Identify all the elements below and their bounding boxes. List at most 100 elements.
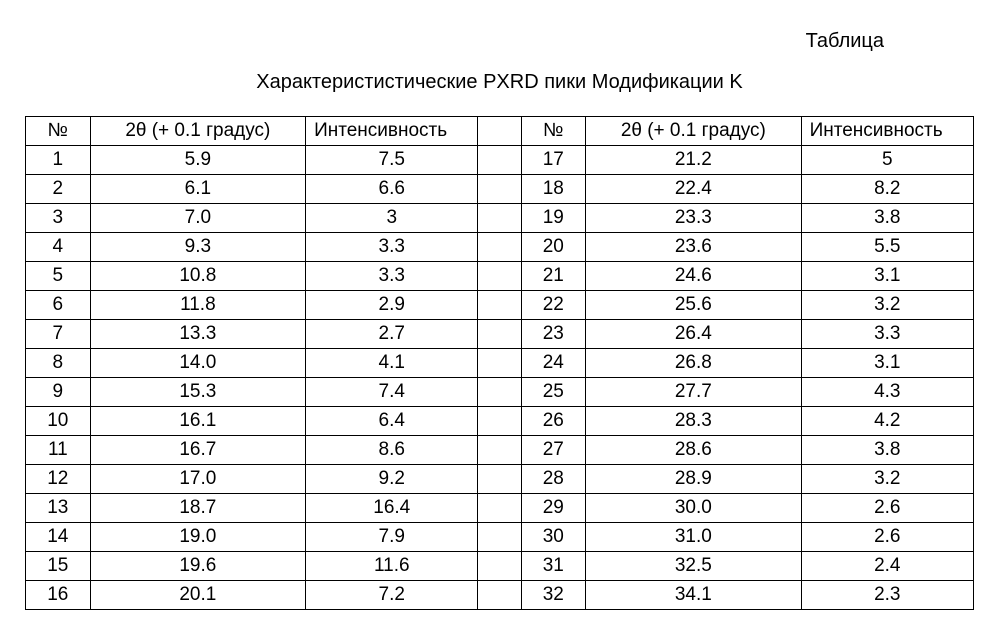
table-row: 1419.07.93031.02.6 (26, 523, 974, 552)
cell-num-right: 17 (521, 146, 586, 175)
cell-2theta-right: 31.0 (586, 523, 801, 552)
cell-intensity-right: 3.1 (801, 262, 973, 291)
table-row: 1217.09.22828.93.2 (26, 465, 974, 494)
cell-num-left: 5 (26, 262, 91, 291)
cell-2theta-left: 14.0 (90, 349, 305, 378)
cell-gap (478, 523, 521, 552)
cell-num-right: 24 (521, 349, 586, 378)
cell-num-left: 15 (26, 552, 91, 581)
col-intensity-right: Интенсивность (801, 117, 973, 146)
cell-intensity-left: 7.2 (306, 581, 478, 610)
cell-2theta-left: 16.1 (90, 407, 305, 436)
cell-num-left: 11 (26, 436, 91, 465)
cell-2theta-right: 21.2 (586, 146, 801, 175)
cell-intensity-right: 3.2 (801, 291, 973, 320)
cell-gap (478, 465, 521, 494)
cell-intensity-left: 6.6 (306, 175, 478, 204)
col-2theta-right: 2θ (+ 0.1 градус) (586, 117, 801, 146)
table-row: 510.83.32124.63.1 (26, 262, 974, 291)
cell-gap (478, 494, 521, 523)
cell-2theta-left: 19.0 (90, 523, 305, 552)
cell-num-left: 2 (26, 175, 91, 204)
cell-2theta-right: 26.8 (586, 349, 801, 378)
cell-2theta-left: 10.8 (90, 262, 305, 291)
cell-num-left: 4 (26, 233, 91, 262)
cell-2theta-right: 24.6 (586, 262, 801, 291)
cell-num-left: 10 (26, 407, 91, 436)
cell-gap (478, 175, 521, 204)
table-header-row: № 2θ (+ 0.1 градус) Интенсивность № 2θ (… (26, 117, 974, 146)
cell-2theta-right: 25.6 (586, 291, 801, 320)
cell-gap (478, 378, 521, 407)
cell-gap (478, 436, 521, 465)
col-2theta-left: 2θ (+ 0.1 градус) (90, 117, 305, 146)
cell-num-right: 23 (521, 320, 586, 349)
cell-2theta-left: 11.8 (90, 291, 305, 320)
cell-num-left: 8 (26, 349, 91, 378)
cell-intensity-right: 2.4 (801, 552, 973, 581)
cell-num-right: 22 (521, 291, 586, 320)
cell-intensity-right: 8.2 (801, 175, 973, 204)
page-title: Характеристистические PXRD пики Модифика… (25, 71, 974, 94)
table-row: 49.33.32023.65.5 (26, 233, 974, 262)
cell-gap (478, 581, 521, 610)
cell-2theta-left: 9.3 (90, 233, 305, 262)
cell-2theta-right: 28.9 (586, 465, 801, 494)
cell-intensity-left: 2.7 (306, 320, 478, 349)
cell-intensity-right: 2.3 (801, 581, 973, 610)
cell-2theta-right: 23.6 (586, 233, 801, 262)
cell-num-left: 9 (26, 378, 91, 407)
pxrd-table: № 2θ (+ 0.1 градус) Интенсивность № 2θ (… (25, 116, 974, 610)
cell-intensity-left: 7.5 (306, 146, 478, 175)
cell-intensity-left: 3 (306, 204, 478, 233)
cell-2theta-left: 5.9 (90, 146, 305, 175)
cell-2theta-right: 23.3 (586, 204, 801, 233)
cell-num-right: 30 (521, 523, 586, 552)
cell-num-left: 12 (26, 465, 91, 494)
cell-num-right: 18 (521, 175, 586, 204)
cell-gap (478, 204, 521, 233)
cell-2theta-right: 22.4 (586, 175, 801, 204)
table-row: 37.031923.33.8 (26, 204, 974, 233)
cell-num-right: 19 (521, 204, 586, 233)
table-row: 26.16.61822.48.2 (26, 175, 974, 204)
cell-intensity-right: 3.1 (801, 349, 973, 378)
cell-intensity-right: 2.6 (801, 523, 973, 552)
col-num-right: № (521, 117, 586, 146)
cell-2theta-left: 20.1 (90, 581, 305, 610)
cell-num-left: 16 (26, 581, 91, 610)
cell-intensity-left: 7.4 (306, 378, 478, 407)
cell-gap (478, 233, 521, 262)
cell-intensity-left: 16.4 (306, 494, 478, 523)
cell-intensity-right: 3.8 (801, 204, 973, 233)
table-row: 1519.611.63132.52.4 (26, 552, 974, 581)
cell-intensity-left: 2.9 (306, 291, 478, 320)
cell-intensity-right: 3.8 (801, 436, 973, 465)
cell-2theta-left: 18.7 (90, 494, 305, 523)
col-num-left: № (26, 117, 91, 146)
cell-num-right: 25 (521, 378, 586, 407)
col-intensity-left: Интенсивность (306, 117, 478, 146)
cell-intensity-left: 6.4 (306, 407, 478, 436)
cell-num-left: 7 (26, 320, 91, 349)
cell-2theta-left: 16.7 (90, 436, 305, 465)
table-word: Таблица (25, 30, 974, 53)
cell-gap (478, 320, 521, 349)
cell-2theta-right: 28.6 (586, 436, 801, 465)
cell-gap (478, 262, 521, 291)
cell-2theta-right: 27.7 (586, 378, 801, 407)
cell-intensity-left: 4.1 (306, 349, 478, 378)
cell-2theta-left: 19.6 (90, 552, 305, 581)
cell-gap (478, 291, 521, 320)
cell-2theta-left: 17.0 (90, 465, 305, 494)
cell-intensity-left: 3.3 (306, 262, 478, 291)
table-row: 915.37.42527.74.3 (26, 378, 974, 407)
cell-gap (478, 407, 521, 436)
cell-2theta-left: 13.3 (90, 320, 305, 349)
cell-2theta-left: 15.3 (90, 378, 305, 407)
cell-num-left: 14 (26, 523, 91, 552)
table-row: 1318.716.42930.02.6 (26, 494, 974, 523)
table-row: 1016.16.42628.34.2 (26, 407, 974, 436)
cell-gap (478, 349, 521, 378)
cell-num-right: 32 (521, 581, 586, 610)
